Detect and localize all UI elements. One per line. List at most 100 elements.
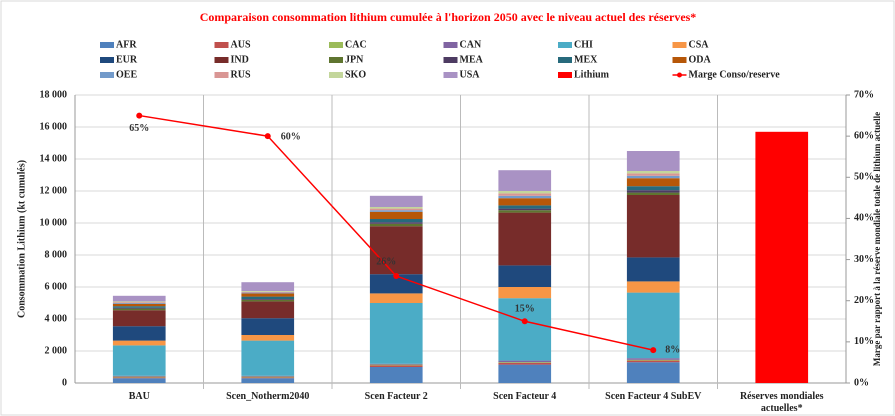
legend-swatch <box>558 57 572 63</box>
y-tick-label: 2 000 <box>45 345 68 356</box>
bar-segment <box>626 151 680 171</box>
x-tick-label: Scen Facteur 4 <box>493 391 557 402</box>
legend-swatch <box>100 72 114 78</box>
bar-segment <box>369 208 423 211</box>
legend-swatch <box>214 57 229 63</box>
legend-label: MEA <box>460 54 484 65</box>
bar-segment <box>241 291 295 293</box>
legend-label: CAC <box>345 39 367 50</box>
y-tick-label: 12 000 <box>40 185 68 196</box>
y2-tick-label: 20% <box>854 295 874 306</box>
bar-segment <box>626 175 680 179</box>
bar-segment <box>241 282 295 291</box>
legend-swatch <box>672 42 687 48</box>
bar-segment <box>498 198 552 206</box>
bar-segment <box>112 340 166 346</box>
legend-swatch <box>329 57 343 63</box>
line-marker <box>136 112 143 119</box>
data-label: 60% <box>281 131 301 142</box>
chart-title: Comparaison consommation lithium cumulée… <box>200 10 697 24</box>
bar-segment <box>369 210 423 212</box>
bar-segment <box>498 265 552 287</box>
legend-label: OEE <box>116 69 137 80</box>
bar-segment <box>626 190 680 193</box>
legend-swatch <box>329 72 343 78</box>
y-tick-label: 14 000 <box>40 153 68 164</box>
legend-swatch <box>672 57 687 63</box>
bar-segment <box>241 292 295 294</box>
data-label: 26% <box>376 256 396 267</box>
bar-segment <box>241 293 295 297</box>
bar-segment <box>626 281 680 293</box>
y2-tick-label: 60% <box>854 130 874 141</box>
bar-segment <box>112 378 166 383</box>
bar-segment <box>369 364 423 366</box>
y-tick-label: 18 000 <box>40 89 68 100</box>
bar-segment <box>369 207 423 209</box>
data-label: 15% <box>515 304 535 315</box>
legend-label: RUS <box>231 69 251 80</box>
bar-segment <box>498 298 552 361</box>
bar-segment <box>498 212 552 266</box>
bar-segment <box>112 303 166 307</box>
line-marker <box>393 273 400 280</box>
bar-segment <box>369 226 423 275</box>
bar-segment <box>112 301 166 303</box>
legend-label: CAN <box>460 39 482 50</box>
legend-label: EUR <box>116 54 138 65</box>
y2-tick-label: 10% <box>854 336 874 347</box>
y-tick-label: 4 000 <box>45 313 68 324</box>
legend-swatch <box>329 42 343 48</box>
bar-segment <box>626 192 680 195</box>
bar-segment <box>369 293 423 303</box>
bar-segment <box>369 195 423 207</box>
legend-label: AUS <box>231 39 251 50</box>
x-tick-label: Réserves mondiales actuelles* <box>739 391 824 414</box>
bar-segment <box>498 287 552 299</box>
bar-segment <box>112 345 166 376</box>
bar-segment <box>498 210 552 213</box>
bar-segment <box>369 219 423 223</box>
bar-segment <box>241 301 295 319</box>
line-marker <box>650 347 657 354</box>
y-tick-label: 8 000 <box>45 249 68 260</box>
legend-label: CHI <box>574 39 593 50</box>
bar-segment <box>241 299 295 300</box>
x-tick-label: Scen Facteur 2 <box>364 391 428 402</box>
bar-segment <box>112 308 166 311</box>
bar-segment <box>241 375 295 377</box>
y-tick-label: 0 <box>62 377 67 388</box>
legend-label: CSA <box>689 39 710 50</box>
bar-segment <box>112 295 166 302</box>
legend-label: MEX <box>574 54 598 65</box>
bar-segment <box>241 296 295 299</box>
data-label: 8% <box>665 344 680 355</box>
bar-segment <box>498 195 552 199</box>
bar-segment <box>241 318 295 335</box>
bar-segment <box>626 360 680 363</box>
y2-tick-label: 30% <box>854 254 874 265</box>
y2-tick-label: 0% <box>854 377 869 388</box>
legend-swatch <box>558 72 572 78</box>
x-tick-label: BAU <box>128 391 150 402</box>
legend-label: USA <box>460 69 481 80</box>
bar-segment <box>112 375 166 377</box>
bar-segment <box>112 376 166 378</box>
bar-segment <box>241 291 295 292</box>
bar-segment <box>369 222 423 224</box>
bar-segment <box>498 362 552 363</box>
bar-segment <box>626 195 680 258</box>
bar-segment <box>241 335 295 341</box>
bar-segment <box>498 363 552 365</box>
legend-swatch <box>100 57 114 63</box>
bar-segment <box>112 377 166 379</box>
bar-segment <box>626 362 680 383</box>
legend-label: Marge Conso/reserve <box>689 69 781 80</box>
legend-label: JPN <box>345 54 364 65</box>
y2-tick-label: 70% <box>854 89 874 100</box>
y2-axis-title: Marge par rapport à la réserve mondiale … <box>872 112 882 366</box>
bar-segment <box>498 205 552 209</box>
x-tick-label: Scen Facteur 4 SubEV <box>605 391 702 402</box>
bar-segment <box>626 358 680 360</box>
